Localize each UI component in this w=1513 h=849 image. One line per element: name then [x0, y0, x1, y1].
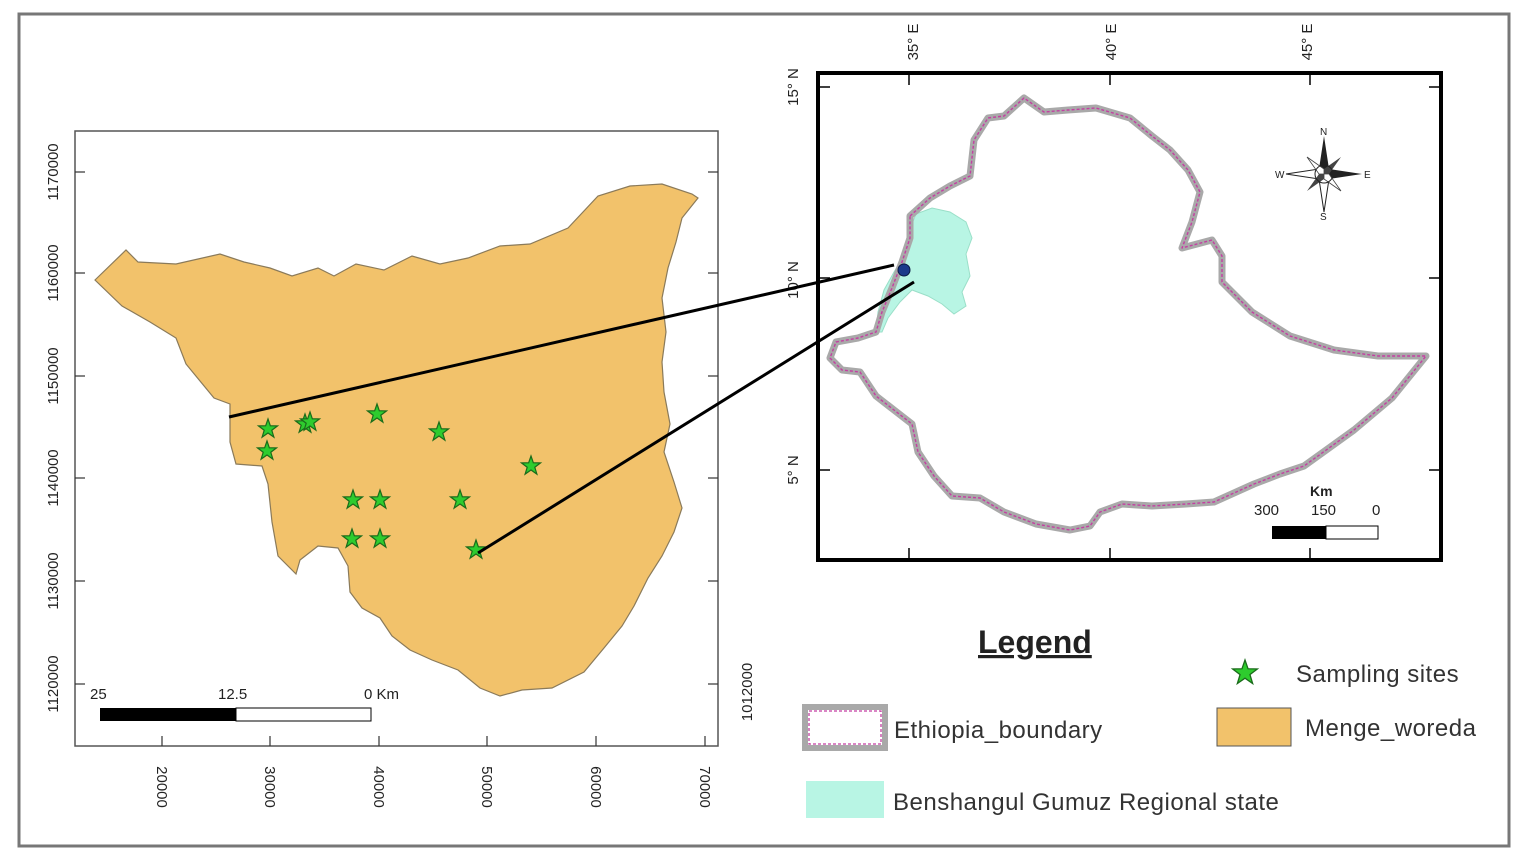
- compass-e-label: E: [1364, 170, 1371, 181]
- legend-swatch-boundary: [802, 704, 888, 751]
- scale-label-0km: 0 Km: [364, 686, 399, 703]
- star-icon: [365, 402, 389, 424]
- x-tick-label: 20000: [153, 766, 170, 808]
- legend-title: Legend: [978, 624, 1092, 660]
- star-icon: [368, 527, 392, 549]
- legend-label-sampling-sites: Sampling sites: [1296, 661, 1459, 688]
- menge-woreda-map: 1170000 1160000 1150000 1140000 1130000 …: [45, 130, 756, 808]
- right-scale-150: 150: [1311, 502, 1336, 519]
- scale-label-12-5: 12.5: [218, 686, 247, 703]
- right-scale-bar: [1272, 525, 1379, 540]
- lon-tick-label: 35° E: [905, 24, 922, 61]
- star-icon: [256, 417, 280, 439]
- right-scale-unit: Km: [1310, 483, 1333, 499]
- star-icon: [368, 488, 392, 510]
- x-tick-label: 70000: [696, 766, 713, 808]
- x-axis: [161, 736, 706, 746]
- legend-swatch-benshangul: [806, 781, 884, 818]
- legend: Legend Sampling sites Ethiopia_boundary …: [802, 624, 1477, 818]
- left-map-frame: [74, 130, 719, 747]
- left-scale-bar: [100, 707, 372, 722]
- side-coordinate-label: 1012000: [739, 663, 756, 721]
- compass-n-label: N: [1320, 127, 1327, 138]
- lat-tick-label: 15° N: [785, 68, 802, 106]
- x-tick-label: 50000: [478, 766, 495, 808]
- y-tick-label: 1160000: [45, 244, 62, 301]
- y-tick-label: 1170000: [45, 143, 62, 200]
- compass-w-label: W: [1275, 170, 1285, 181]
- x-tick-label: 40000: [370, 766, 387, 808]
- legend-label-menge-woreda: Menge_woreda: [1305, 715, 1477, 742]
- y-tick-label: 1140000: [45, 449, 62, 506]
- right-scale-300: 300: [1254, 502, 1279, 519]
- lon-tick-label: 45° E: [1299, 24, 1316, 61]
- right-scale-0: 0: [1372, 502, 1380, 519]
- x-tick-label: 60000: [587, 766, 604, 808]
- figure-border: [17, 12, 1511, 848]
- star-icon: [341, 488, 365, 510]
- legend-star-icon: [1230, 658, 1260, 686]
- y-axis: [75, 171, 718, 685]
- star-icon: [298, 410, 322, 432]
- star-icon: [255, 439, 279, 461]
- star-icon: [427, 420, 451, 442]
- legend-label-benshangul: Benshangul Gumuz Regional state: [893, 789, 1279, 816]
- lat-tick-label: 5° N: [785, 455, 802, 484]
- star-icon: [340, 527, 364, 549]
- sampling-sites: [255, 402, 543, 560]
- right-map-frame: [816, 71, 1443, 562]
- lon-tick-label: 40° E: [1103, 24, 1120, 61]
- star-icon: [448, 488, 472, 510]
- ethiopia-boundary-inner: [829, 97, 1427, 531]
- compass-rose-icon: [1285, 136, 1362, 213]
- scale-label-25: 25: [90, 686, 107, 703]
- legend-swatch-boundary-inner: [808, 710, 882, 745]
- connector-lines: [228, 263, 915, 555]
- legend-label-ethiopia-boundary: Ethiopia_boundary: [894, 717, 1103, 744]
- study-area-marker: [897, 263, 911, 277]
- compass-s-label: S: [1320, 212, 1327, 223]
- lon-axis: [908, 73, 1311, 560]
- benshangul-gumuz-region: [875, 207, 973, 333]
- x-tick-label: 30000: [261, 766, 278, 808]
- star-icon: [464, 538, 488, 560]
- y-tick-label: 1130000: [45, 552, 62, 609]
- menge-woreda-polygon: [94, 183, 699, 697]
- star-icon: [519, 454, 543, 476]
- legend-swatch-woreda: [1216, 707, 1292, 747]
- lat-tick-label: 10° N: [785, 261, 802, 299]
- y-tick-label: 1150000: [45, 347, 62, 404]
- y-tick-label: 1120000: [45, 655, 62, 712]
- lat-axis: [818, 86, 1441, 471]
- ethiopia-map: 35° E 40° E 45° E 15° N 10° N 5° N N S E…: [785, 24, 1443, 562]
